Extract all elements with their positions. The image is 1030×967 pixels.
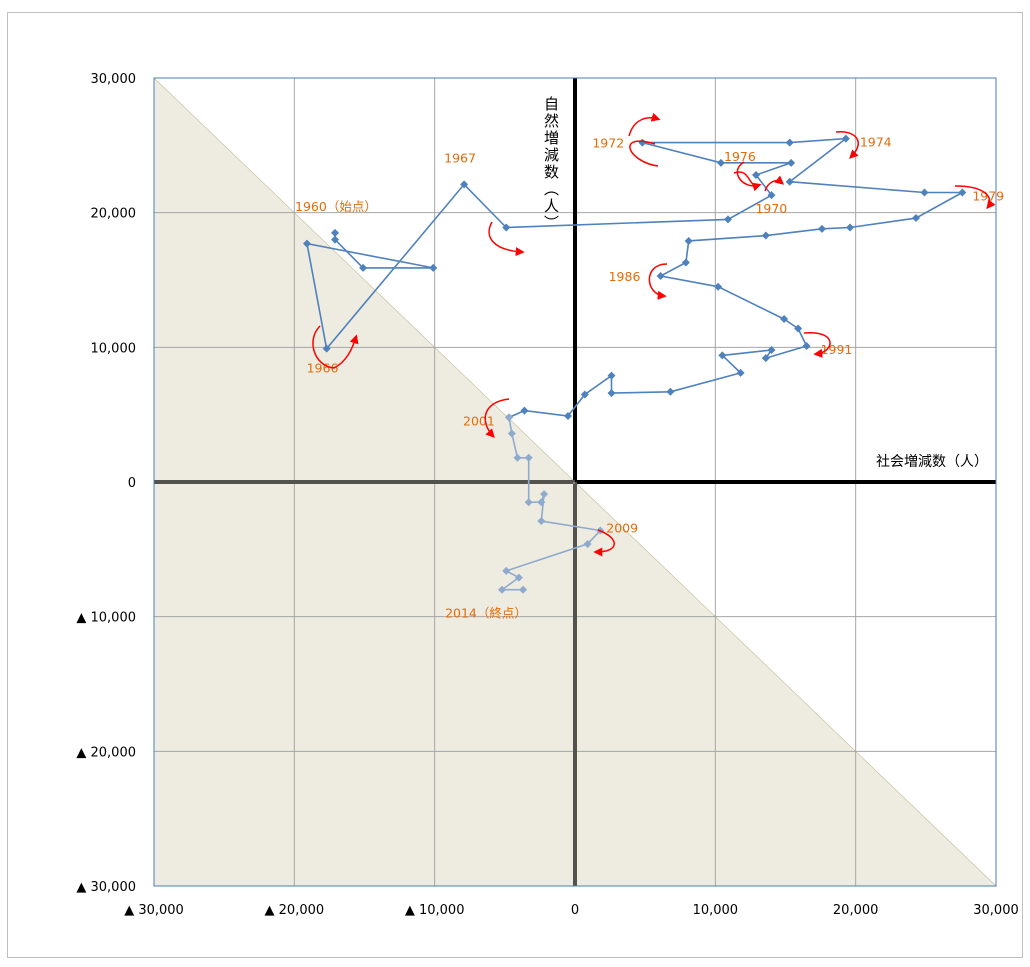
- data-point: [429, 263, 438, 272]
- data-point: [723, 215, 732, 224]
- data-point: [537, 498, 546, 507]
- x-tick-label: ▲ 20,000: [265, 903, 325, 918]
- data-point: [359, 263, 368, 272]
- x-tick-label: 30,000: [973, 903, 1019, 918]
- y-tick-label: ▲ 10,000: [76, 611, 136, 626]
- data-point: [505, 413, 514, 422]
- direction-arrow: [488, 221, 525, 257]
- y-tick-label: ▲ 20,000: [76, 745, 136, 760]
- data-point: [714, 282, 723, 291]
- data-point: [666, 387, 675, 396]
- data-point: [322, 344, 331, 353]
- data-point: [780, 315, 789, 324]
- direction-arrow: [803, 332, 831, 358]
- data-series: [302, 134, 967, 594]
- x-tick-label: 20,000: [833, 903, 879, 918]
- data-point: [684, 236, 693, 245]
- data-point: [794, 324, 803, 333]
- data-point: [761, 231, 770, 240]
- direction-arrow: [593, 529, 615, 557]
- direction-arrow: [733, 161, 759, 186]
- data-point: [331, 235, 340, 244]
- y-axis-title: 自然増減数（人）: [542, 96, 560, 232]
- x-tick-label: ▲ 30,000: [124, 903, 184, 918]
- direction-arrow: [628, 118, 658, 167]
- year-label: 2001: [463, 413, 495, 428]
- data-point: [716, 158, 725, 167]
- data-point: [802, 341, 811, 350]
- data-point: [302, 239, 311, 248]
- direction-arrow: [954, 185, 996, 210]
- direction-arrow: [835, 131, 859, 159]
- plot-border: [153, 77, 997, 887]
- data-point: [736, 368, 745, 377]
- year-label: 1970: [755, 201, 787, 216]
- data-point: [520, 406, 529, 415]
- data-point: [958, 188, 967, 197]
- data-point: [519, 585, 528, 594]
- x-axis-title: 社会増減数（人）: [876, 453, 988, 470]
- year-label: 1972: [592, 136, 624, 151]
- data-point: [507, 429, 516, 438]
- data-point: [460, 180, 469, 189]
- data-point: [656, 271, 665, 280]
- data-point: [912, 214, 921, 223]
- data-point: [920, 188, 929, 197]
- data-point: [502, 223, 511, 232]
- direction-arrows: [312, 118, 996, 557]
- x-tick-label: 10,000: [693, 903, 739, 918]
- x-tick-label: 0: [571, 903, 579, 918]
- data-point: [580, 390, 589, 399]
- data-point: [787, 158, 796, 167]
- year-label: 1966: [307, 361, 339, 376]
- data-point: [767, 191, 776, 200]
- year-label: 1960（始点）: [295, 199, 377, 214]
- data-point: [514, 573, 523, 582]
- data-point: [502, 566, 511, 575]
- data-point: [841, 134, 850, 143]
- y-tick-label: ▲ 30,000: [76, 880, 136, 895]
- y-tick-label: 10,000: [91, 341, 137, 356]
- data-point: [817, 224, 826, 233]
- data-point: [607, 389, 616, 398]
- year-label: 2014（終点）: [445, 606, 527, 621]
- data-point: [498, 585, 507, 594]
- y-tick-label: 30,000: [91, 72, 137, 87]
- data-point: [785, 138, 794, 147]
- data-point: [583, 539, 592, 548]
- x-tick-label: ▲ 10,000: [405, 903, 465, 918]
- data-point: [524, 498, 533, 507]
- year-label: 1986: [609, 269, 641, 284]
- data-point: [537, 517, 546, 526]
- year-label: 1991: [821, 342, 853, 357]
- direction-arrow: [764, 175, 785, 192]
- year-label: 1974: [860, 135, 892, 150]
- data-point: [761, 354, 770, 363]
- data-point: [681, 258, 690, 267]
- direction-arrow: [312, 325, 359, 369]
- data-point: [563, 412, 572, 421]
- data-point: [785, 177, 794, 186]
- data-point: [513, 453, 522, 462]
- year-label: 2009: [606, 520, 638, 535]
- direction-arrow: [484, 398, 510, 438]
- data-point: [540, 490, 549, 499]
- data-point: [767, 346, 776, 355]
- year-label: 1967: [444, 150, 476, 165]
- data-point: [607, 371, 616, 380]
- data-point: [331, 228, 340, 237]
- data-point: [752, 170, 761, 179]
- zero-axes: [154, 78, 996, 886]
- data-point: [718, 351, 727, 360]
- year-label: 1976: [724, 149, 756, 164]
- data-point: [846, 223, 855, 232]
- data-point: [524, 453, 533, 462]
- direction-arrow: [648, 263, 668, 300]
- tick-labels: ▲ 30,000 ▲ 20,000 ▲ 10,000 0 10,000 20,000 30,…: [76, 72, 1018, 918]
- y-tick-label: 20,000: [91, 207, 137, 222]
- y-tick-label: 0: [128, 476, 136, 491]
